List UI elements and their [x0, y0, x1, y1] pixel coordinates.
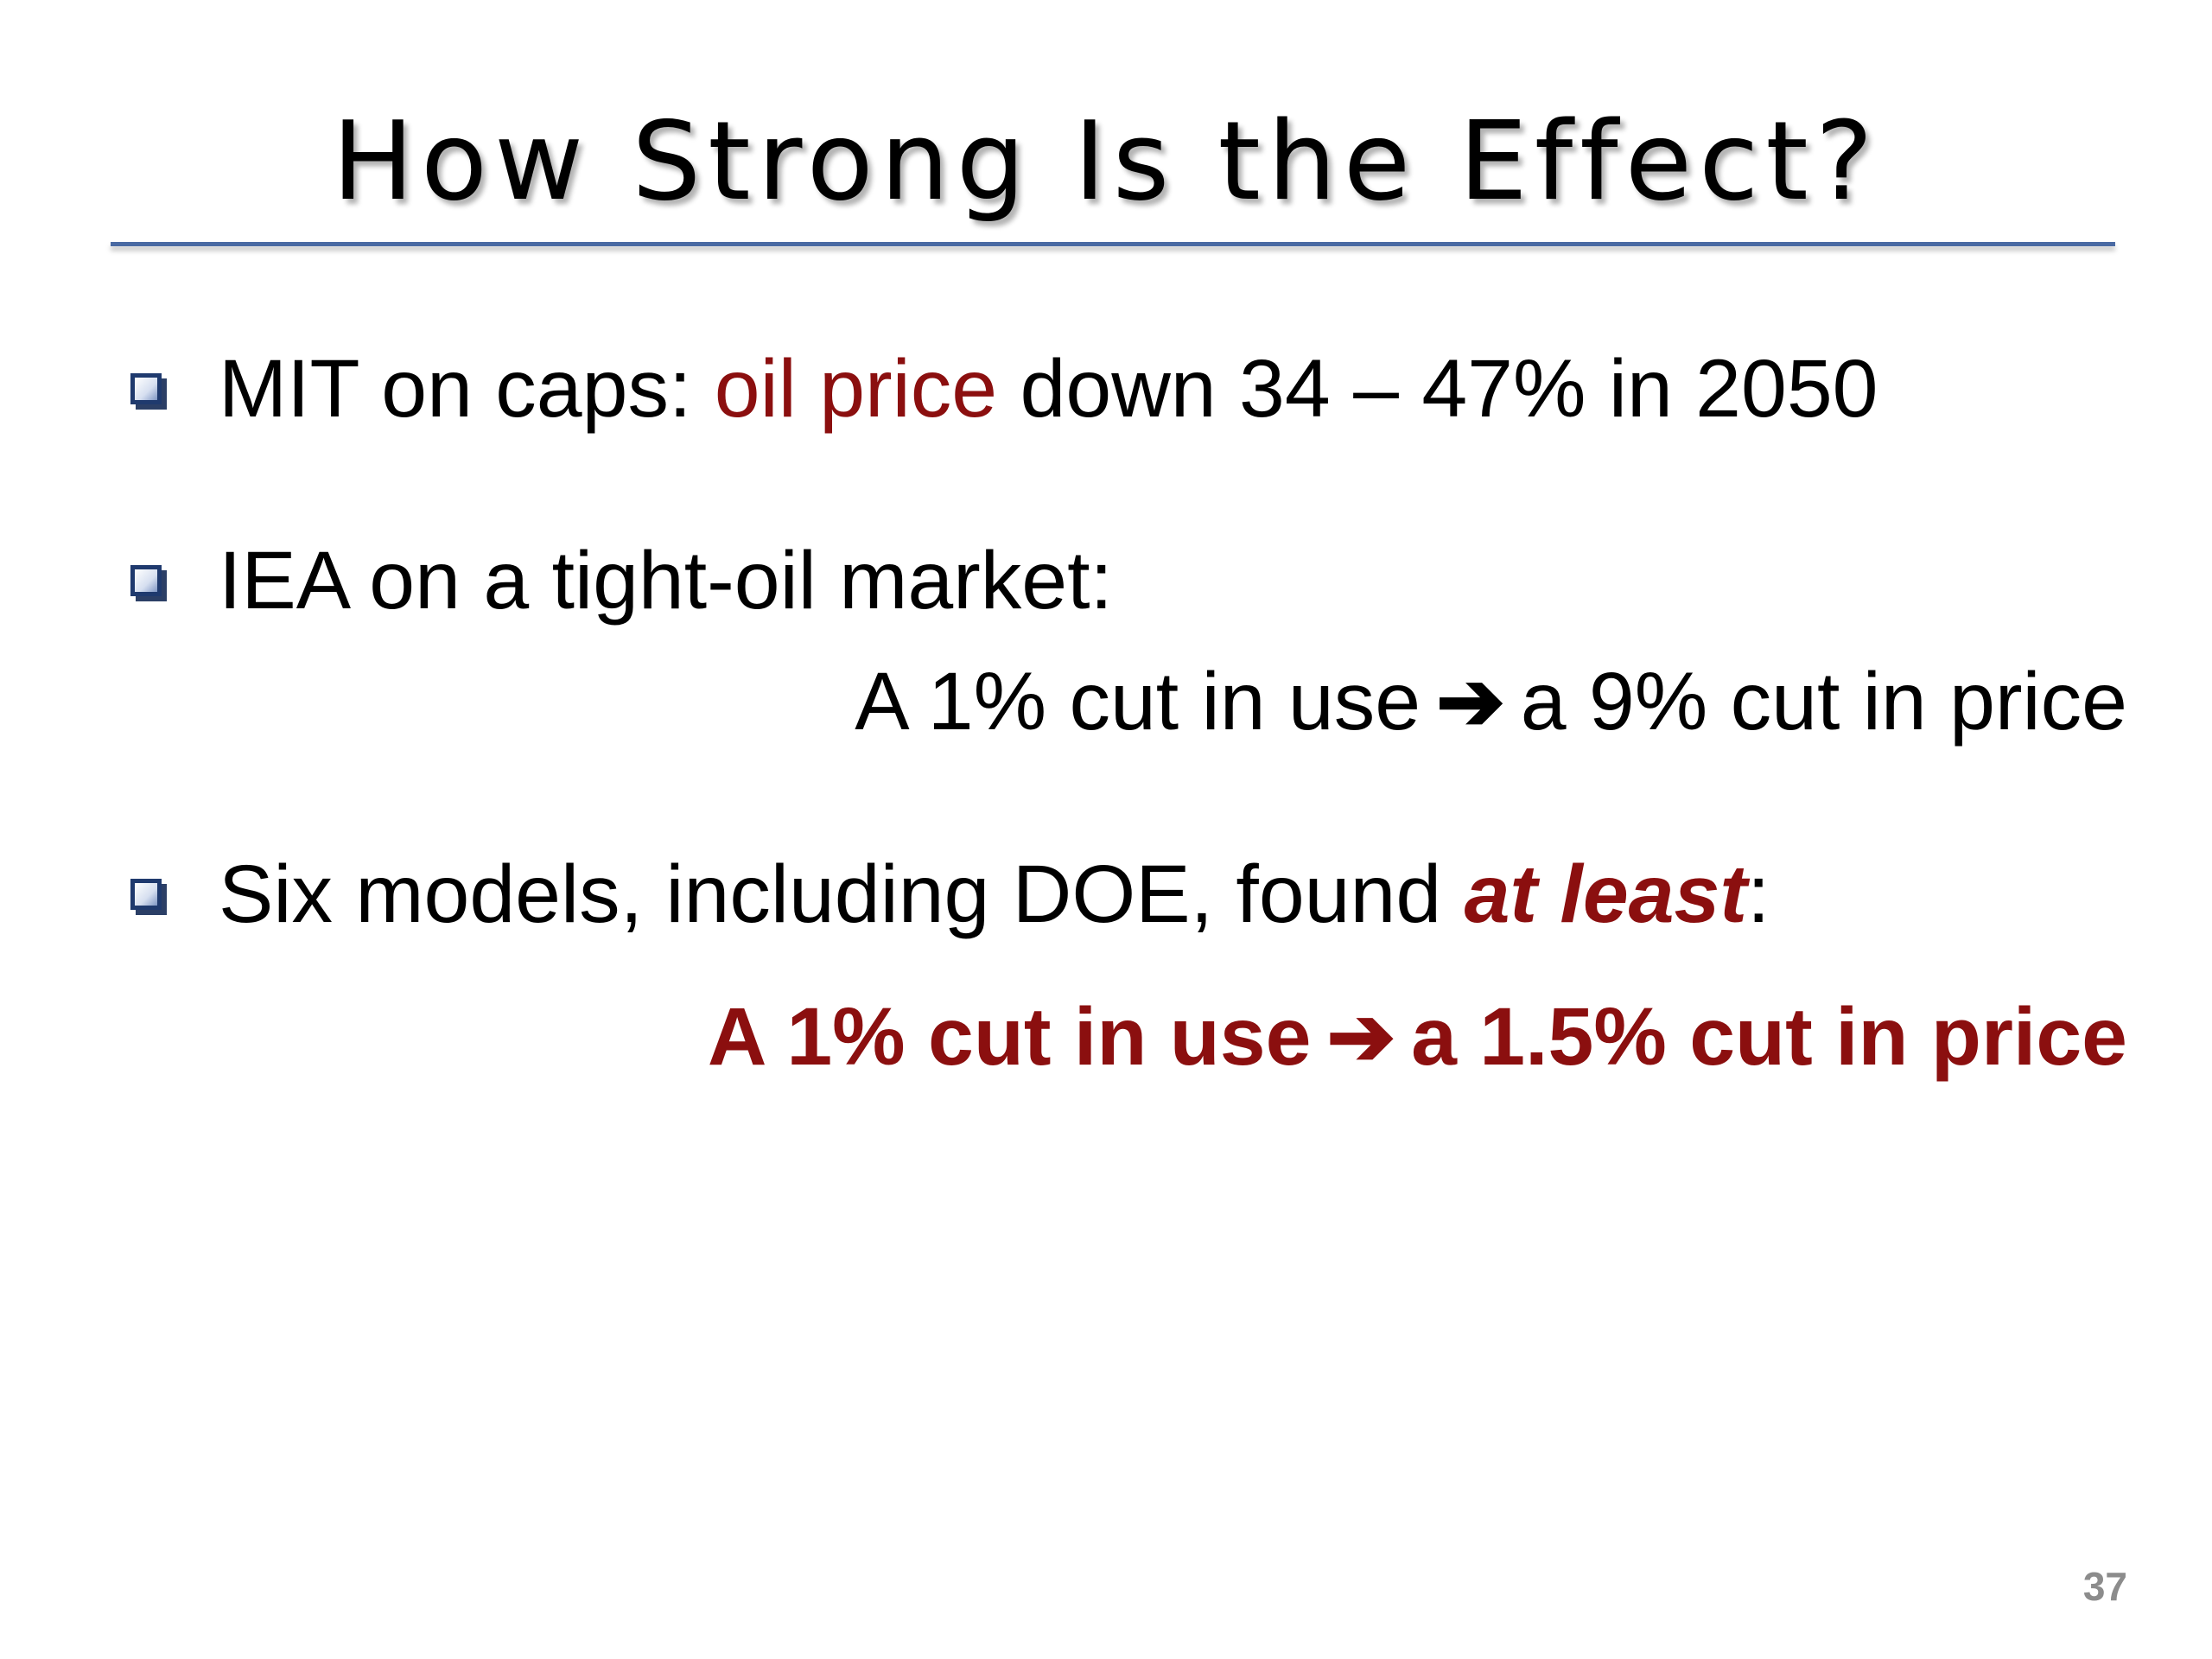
bullet-text: Six models, including DOE, found at leas…	[219, 842, 1770, 946]
square-bullet-icon	[130, 879, 162, 910]
effect-price-text: a 9% cut in price	[1520, 656, 2127, 747]
bullet-highlight-oil-price: oil price	[714, 343, 998, 435]
bullet-text: MIT on caps: oil price down 34 – 47% in …	[219, 337, 1878, 441]
bullet-text-post: down 34 – 47% in 2050	[997, 343, 1878, 435]
bullet-text-pre: MIT on caps:	[219, 343, 715, 435]
right-arrow-icon: ➔	[1436, 656, 1505, 747]
bullet-text-post: :	[1746, 849, 1770, 940]
bullet-emphasis-at-least: at least	[1464, 849, 1747, 940]
effect-use-text: A 1% cut in use	[707, 991, 1312, 1083]
slide-title: How Strong Is the Effect?	[332, 98, 1880, 225]
bullet-text: IEA on a tight-oil market:	[219, 535, 1113, 626]
bullet-text-pre: Six models, including DOE, found	[219, 849, 1465, 940]
effect-price-text: a 1.5% cut in price	[1411, 991, 2127, 1083]
iea-effect-line: A 1% cut in use ➔ a 9% cut in price	[855, 650, 2127, 753]
right-arrow-icon: ➔	[1326, 991, 1396, 1083]
title-underline-rule	[111, 242, 2115, 246]
page-number: 37	[2082, 1564, 2127, 1609]
effect-use-text: A 1% cut in use	[855, 656, 1421, 747]
models-effect-line: A 1% cut in use ➔ a 1.5% cut in price	[708, 985, 2127, 1089]
square-bullet-icon	[130, 373, 162, 404]
square-bullet-icon	[130, 565, 162, 596]
